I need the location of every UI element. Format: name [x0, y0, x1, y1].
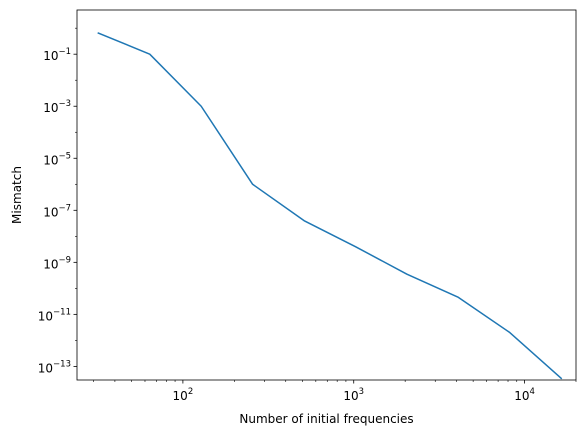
x-axis-label: Number of initial frequencies	[239, 412, 413, 426]
y-tick-label-exponent: −7	[58, 203, 71, 213]
y-tick-label-base: 10	[43, 257, 58, 271]
y-axis-label: Mismatch	[10, 166, 24, 224]
x-tick-label-exponent: 2	[188, 387, 193, 397]
y-tick-label-exponent: −11	[53, 307, 71, 317]
y-tick-label: 10−1	[43, 47, 71, 63]
x-tick-label: 102	[173, 387, 194, 403]
y-tick-label-base: 10	[43, 101, 58, 115]
y-tick-label-base: 10	[43, 205, 58, 219]
x-tick-label-exponent: 3	[359, 387, 364, 397]
y-tick-label-exponent: −5	[58, 151, 71, 161]
y-tick-label: 10−3	[43, 99, 71, 115]
plot-frame	[76, 9, 577, 381]
y-tick-label: 10−13	[38, 359, 71, 375]
y-tick-label-exponent: −3	[58, 99, 71, 109]
y-tick-label: 10−9	[43, 255, 71, 271]
y-tick-label-exponent: −9	[58, 255, 71, 265]
y-tick-label-base: 10	[38, 361, 53, 375]
y-tick-label: 10−7	[43, 203, 71, 219]
series-line	[97, 32, 563, 380]
y-tick-label-base: 10	[38, 309, 53, 323]
x-tick-label-base: 10	[343, 389, 358, 403]
y-tick-label: 10−11	[38, 307, 71, 323]
x-tick-label: 103	[343, 387, 364, 403]
y-tick-label-exponent: −13	[53, 359, 71, 369]
x-tick-label-base: 10	[173, 389, 188, 403]
y-tick-label: 10−5	[43, 151, 71, 167]
y-tick-label-base: 10	[43, 153, 58, 167]
y-tick-label-base: 10	[43, 49, 58, 63]
x-tick-label: 104	[514, 387, 535, 403]
y-tick-label-exponent: −1	[58, 47, 71, 57]
plot-area	[77, 10, 576, 380]
x-tick-label-base: 10	[514, 389, 529, 403]
major-ticks	[73, 53, 525, 384]
x-tick-label-exponent: 4	[530, 387, 535, 397]
